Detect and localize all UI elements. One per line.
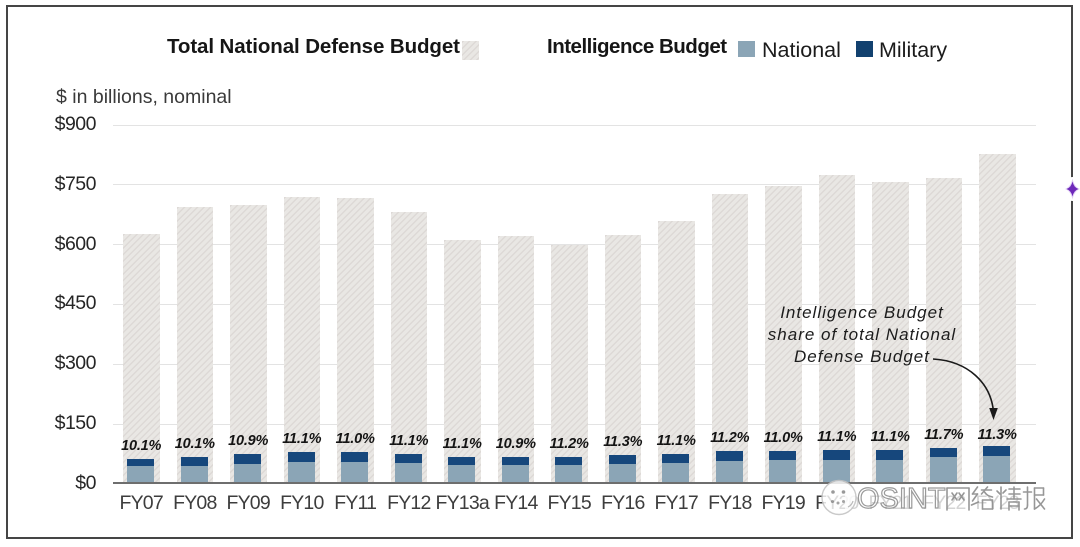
svg-text:OSINT: OSINT (857, 483, 946, 515)
